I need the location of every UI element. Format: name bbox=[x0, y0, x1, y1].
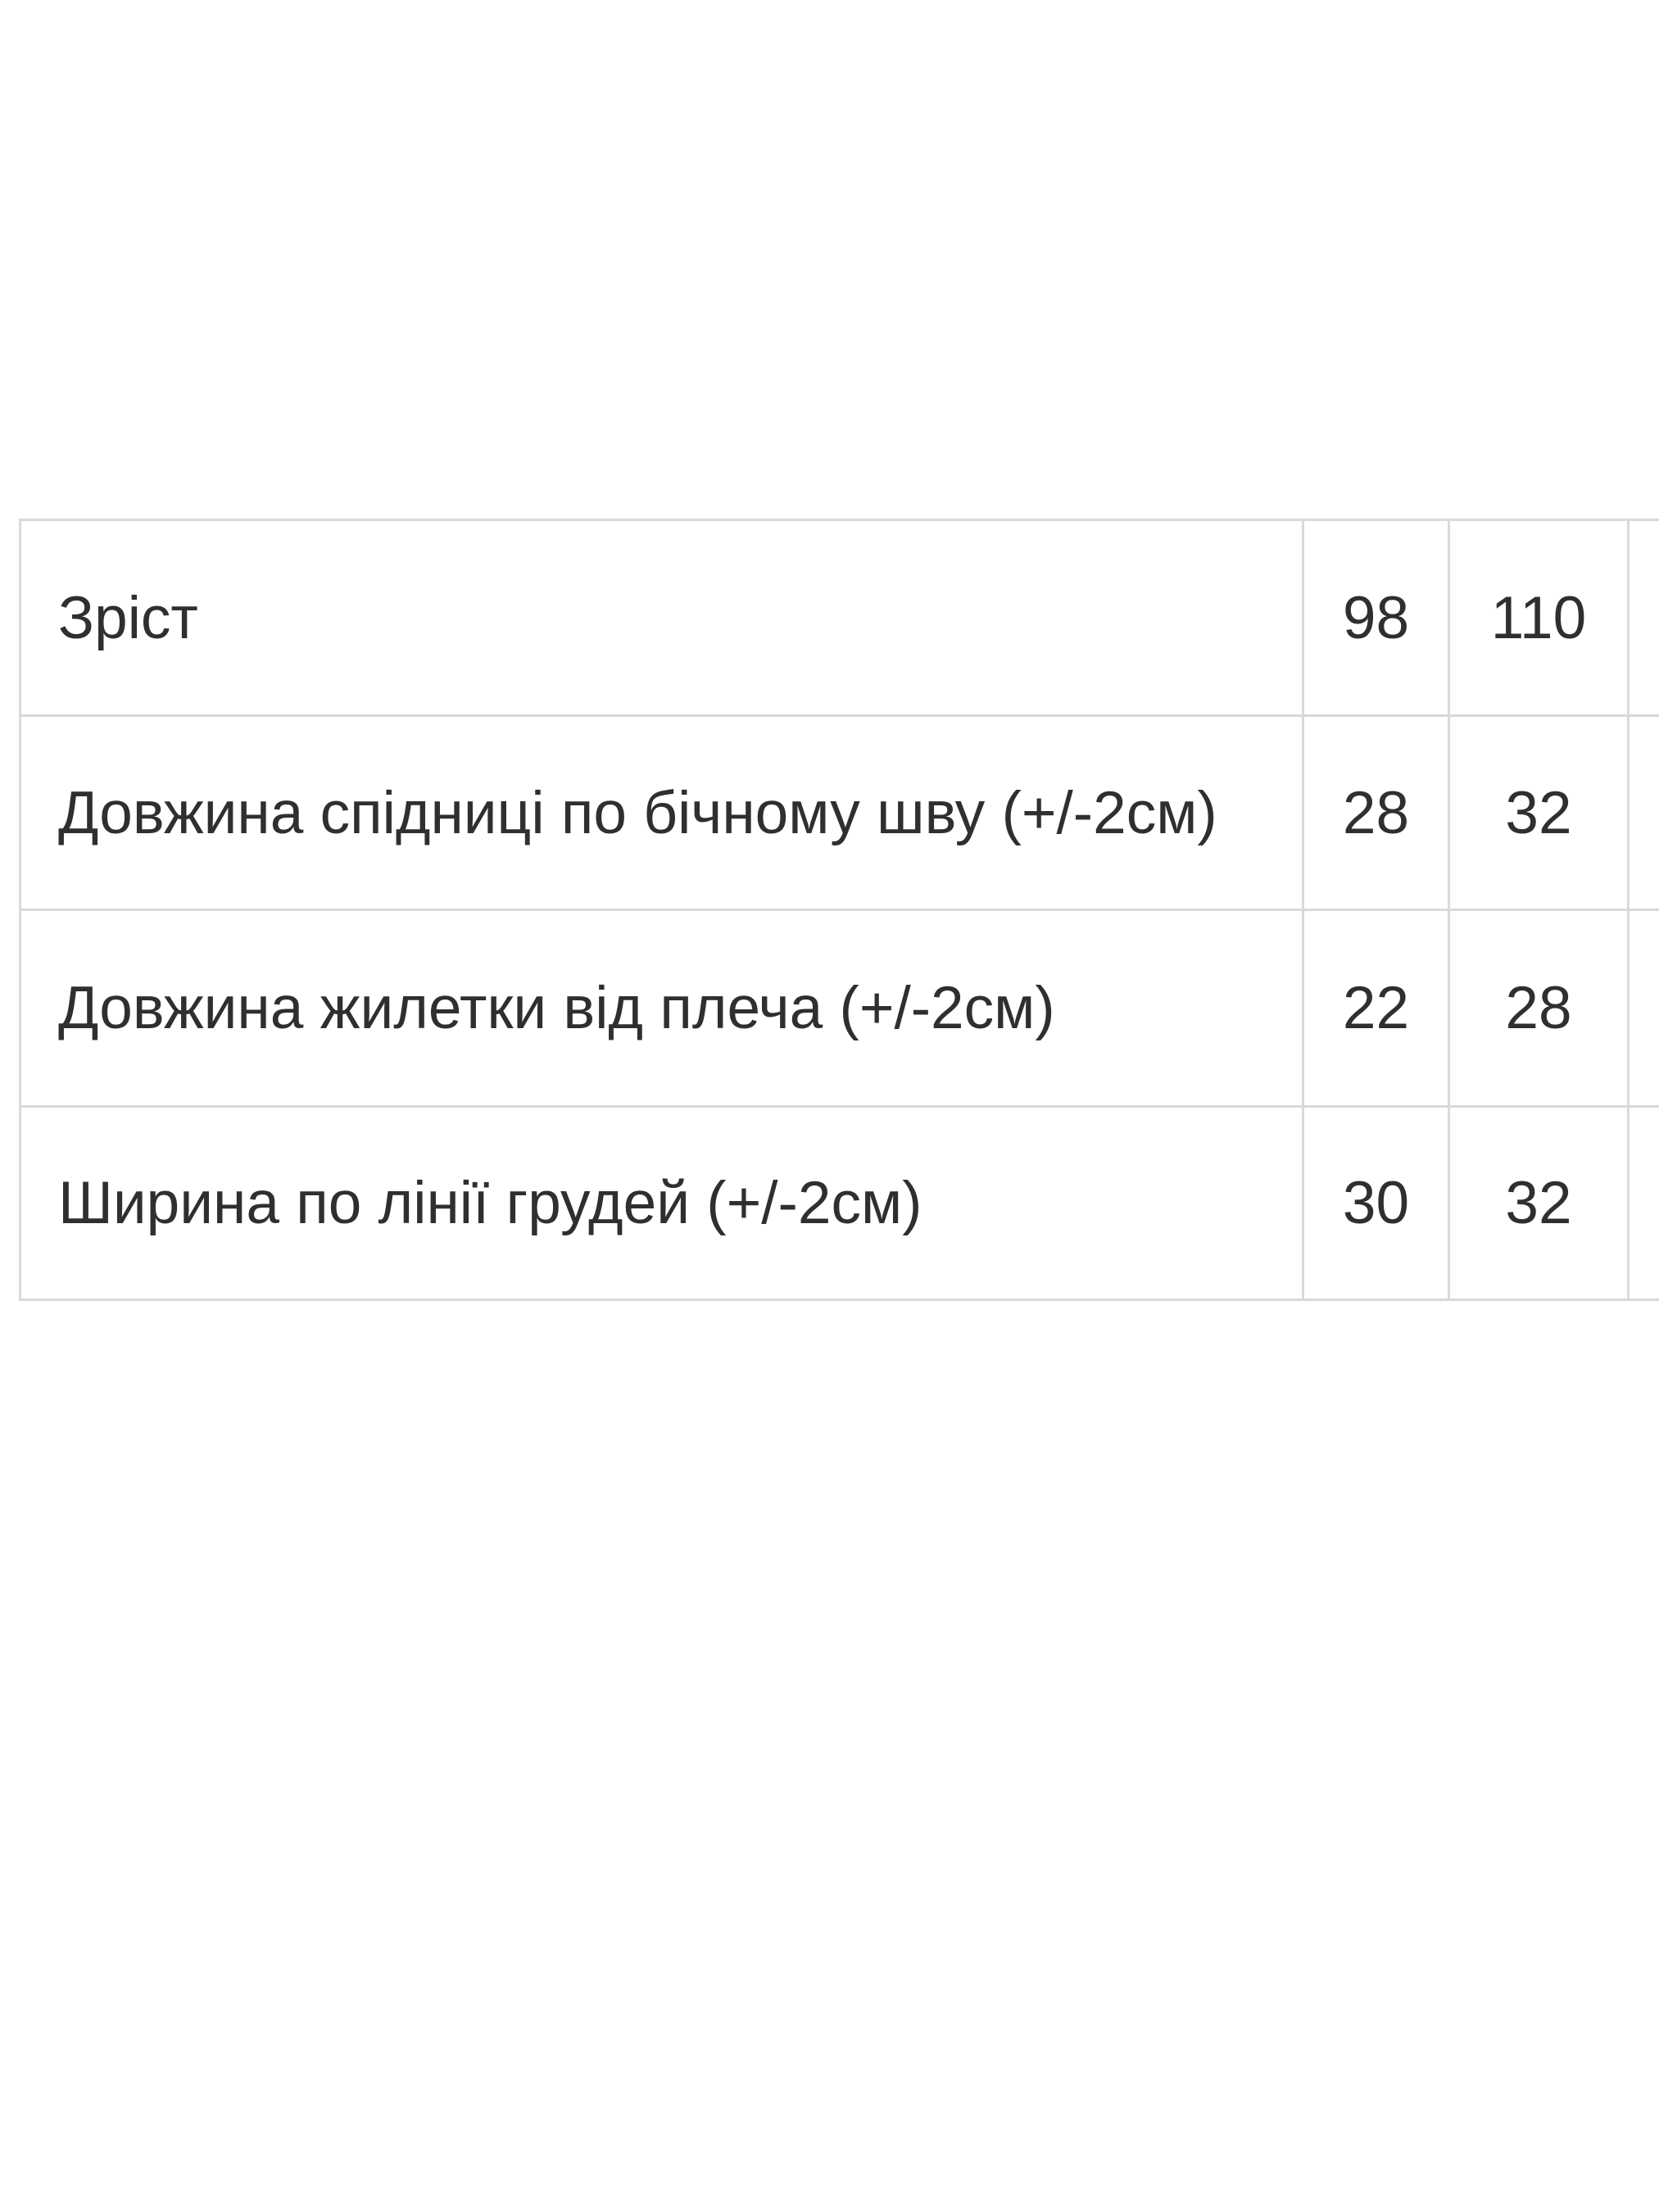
measurement-label: Довжина жилетки від плеча (+/-2см) bbox=[21, 911, 1304, 1108]
size-chart-table: Зріст 98 110 Довжина спідниці по бічному… bbox=[19, 519, 1659, 1301]
size-value: 32 bbox=[1450, 717, 1630, 911]
size-value: 110 bbox=[1450, 521, 1630, 717]
size-value: 32 bbox=[1450, 1108, 1630, 1301]
size-value: 98 bbox=[1304, 521, 1450, 717]
measurement-label: Ширина по лінії грудей (+/-2см) bbox=[21, 1108, 1304, 1301]
size-value-cutoff bbox=[1630, 521, 1659, 717]
size-value-cutoff bbox=[1630, 717, 1659, 911]
size-value: 28 bbox=[1450, 911, 1630, 1108]
size-value: 22 bbox=[1304, 911, 1450, 1108]
measurement-label: Довжина спідниці по бічному шву (+/-2см) bbox=[21, 717, 1304, 911]
size-value: 30 bbox=[1304, 1108, 1450, 1301]
measurement-label: Зріст bbox=[21, 521, 1304, 717]
size-value-cutoff bbox=[1630, 911, 1659, 1108]
size-value-cutoff bbox=[1630, 1108, 1659, 1301]
size-value: 28 bbox=[1304, 717, 1450, 911]
